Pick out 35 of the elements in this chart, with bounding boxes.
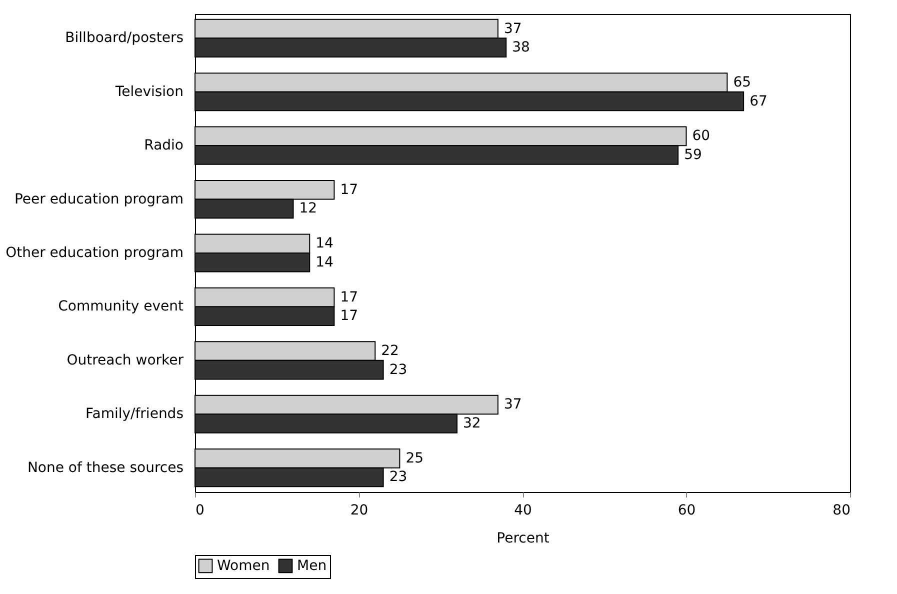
data-label: 67 bbox=[750, 93, 768, 110]
data-label: 37 bbox=[504, 20, 522, 37]
y-tick-label: Billboard/posters bbox=[65, 30, 184, 46]
legend-label: Women bbox=[217, 558, 270, 574]
x-tick-label: 80 bbox=[832, 502, 850, 518]
data-label: 14 bbox=[316, 236, 334, 252]
data-label: 59 bbox=[684, 146, 702, 163]
y-tick-label: Television bbox=[114, 84, 184, 100]
data-label: 37 bbox=[504, 396, 522, 413]
x-tick-label: 20 bbox=[350, 502, 368, 518]
y-tick-label: Community event bbox=[58, 298, 184, 315]
y-tick-label: Outreach worker bbox=[66, 352, 184, 368]
y-tick-label: Radio bbox=[144, 138, 184, 154]
data-label: 17 bbox=[340, 182, 358, 198]
data-label: 60 bbox=[692, 128, 710, 144]
y-tick-label: Other education program bbox=[6, 245, 184, 261]
data-label: 17 bbox=[340, 289, 358, 306]
x-tick-label: 60 bbox=[678, 502, 696, 518]
x-axis-title: Percent bbox=[496, 530, 550, 546]
data-label: 32 bbox=[463, 416, 481, 432]
data-label: 38 bbox=[512, 40, 530, 56]
x-tick-label: 0 bbox=[196, 502, 204, 518]
data-label: 23 bbox=[389, 362, 408, 378]
y-tick-label: Family/friends bbox=[85, 406, 184, 422]
data-label: 14 bbox=[316, 254, 334, 270]
legend-label: Men bbox=[297, 558, 327, 574]
data-label: 17 bbox=[340, 308, 358, 324]
x-tick-label: 40 bbox=[514, 502, 532, 518]
data-label: 65 bbox=[733, 74, 752, 90]
data-label: 23 bbox=[389, 469, 408, 486]
data-label: 25 bbox=[406, 450, 424, 466]
data-label: 22 bbox=[381, 343, 399, 360]
y-tick-label: None of these sources bbox=[27, 460, 184, 476]
data-label: 12 bbox=[299, 200, 318, 217]
y-tick-label: Peer education program bbox=[14, 191, 184, 208]
